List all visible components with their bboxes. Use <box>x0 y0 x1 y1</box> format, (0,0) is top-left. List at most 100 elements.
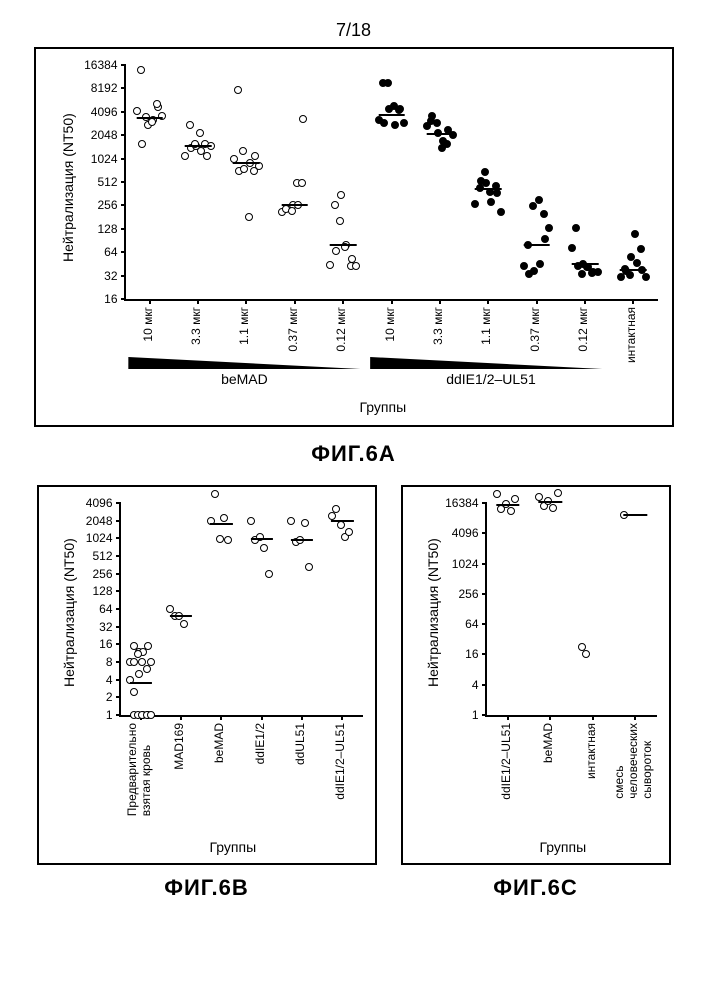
ytick-mark <box>121 134 126 136</box>
ytick-label: 256 <box>413 587 479 601</box>
data-point <box>331 201 339 209</box>
xtick-mark <box>220 715 222 720</box>
ytick-label: 1024 <box>413 557 479 571</box>
xtick-label: интактная <box>584 723 598 779</box>
xtick-mark <box>592 715 594 720</box>
plot-area <box>119 503 363 717</box>
ytick-mark <box>482 563 487 565</box>
data-point <box>134 650 142 658</box>
data-point <box>147 711 155 719</box>
ytick-mark <box>121 251 126 253</box>
ytick-mark <box>116 608 121 610</box>
data-point <box>481 168 489 176</box>
data-point <box>535 493 543 501</box>
data-point <box>572 224 580 232</box>
ytick-label: 128 <box>46 222 118 236</box>
ytick-mark <box>116 502 121 504</box>
ytick-label: 1 <box>413 708 479 722</box>
median-line <box>624 514 647 516</box>
data-point <box>332 505 340 513</box>
data-point <box>245 213 253 221</box>
median-line <box>331 520 353 522</box>
data-point <box>337 521 345 529</box>
data-point <box>196 129 204 137</box>
figure-label-6a: ФИГ.6A <box>30 441 677 467</box>
data-point <box>153 100 161 108</box>
data-point <box>224 536 232 544</box>
xtick-label: 3.3 мкг <box>431 307 445 345</box>
ytick-label: 32 <box>49 620 113 634</box>
xtick-label: beMAD <box>541 723 555 763</box>
ytick-mark <box>482 623 487 625</box>
data-point <box>626 271 634 279</box>
y-axis-label: Нейтрализация (NT50) <box>61 538 77 687</box>
ytick-mark <box>116 643 121 645</box>
data-point <box>216 535 224 543</box>
xtick-mark <box>245 299 247 304</box>
ytick-mark <box>116 520 121 522</box>
y-axis-label: Нейтрализация (NT50) <box>60 113 76 262</box>
ytick-mark <box>121 228 126 230</box>
ytick-mark <box>121 298 126 300</box>
data-point <box>493 490 501 498</box>
data-point <box>540 210 548 218</box>
data-point <box>239 147 247 155</box>
ytick-label: 8192 <box>46 81 118 95</box>
xtick-label: 1.1 мкг <box>479 307 493 345</box>
ytick-label: 16 <box>413 647 479 661</box>
median-line <box>496 504 519 506</box>
data-point <box>298 179 306 187</box>
xtick-mark <box>487 299 489 304</box>
xtick-mark <box>391 299 393 304</box>
data-point <box>395 106 403 114</box>
median-line <box>523 244 550 246</box>
ytick-label: 64 <box>413 617 479 631</box>
data-point <box>541 235 549 243</box>
median-line <box>378 114 405 116</box>
data-point <box>305 563 313 571</box>
data-point <box>487 198 495 206</box>
data-point <box>545 224 553 232</box>
data-point <box>130 688 138 696</box>
figure-label-6b: ФИГ.6B <box>37 875 377 901</box>
ytick-mark <box>121 181 126 183</box>
data-point <box>594 268 602 276</box>
figure-label-6c: ФИГ.6C <box>401 875 671 901</box>
xtick-label: 10 мкг <box>383 307 397 342</box>
data-point <box>535 196 543 204</box>
xtick-label: beMAD <box>212 723 226 763</box>
xtick-mark <box>439 299 441 304</box>
data-point <box>337 191 345 199</box>
data-point <box>511 495 519 503</box>
data-point <box>336 217 344 225</box>
ytick-label: 4096 <box>46 105 118 119</box>
data-point <box>130 658 138 666</box>
data-point <box>352 262 360 270</box>
data-point <box>130 642 138 650</box>
ytick-mark <box>116 661 121 663</box>
data-point <box>326 261 334 269</box>
data-point <box>332 247 340 255</box>
data-point <box>345 528 353 536</box>
data-point <box>497 208 505 216</box>
ytick-label: 32 <box>46 269 118 283</box>
ytick-mark <box>116 573 121 575</box>
median-line <box>170 615 192 617</box>
xtick-mark <box>294 299 296 304</box>
ytick-label: 16 <box>49 637 113 651</box>
ytick-label: 4096 <box>49 496 113 510</box>
dose-wedge <box>128 357 360 369</box>
ytick-mark <box>482 593 487 595</box>
plot-area <box>485 503 657 717</box>
median-line <box>291 539 313 541</box>
ytick-label: 1024 <box>49 531 113 545</box>
xtick-mark <box>301 715 303 720</box>
xtick-label: интактная <box>624 307 638 363</box>
data-point <box>265 570 273 578</box>
data-point <box>642 273 650 281</box>
x-axis-label: Группы <box>540 839 587 855</box>
data-point <box>433 119 441 127</box>
data-point <box>144 642 152 650</box>
data-point <box>137 66 145 74</box>
data-point <box>380 119 388 127</box>
